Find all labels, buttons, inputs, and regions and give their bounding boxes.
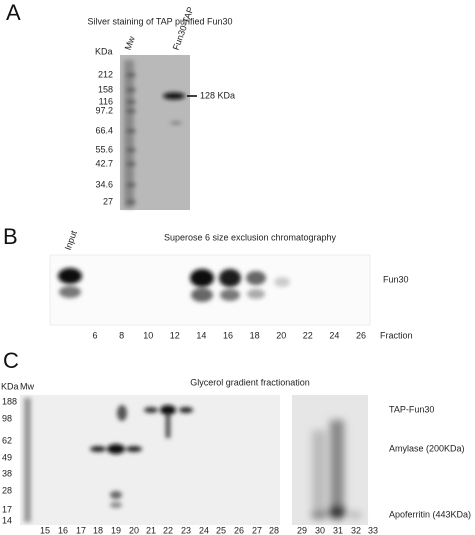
- unit-label: KDa: [1, 381, 19, 391]
- fraction-label: 31: [333, 525, 343, 535]
- fraction-label: 24: [329, 330, 339, 340]
- panel-label: A: [6, 0, 21, 25]
- lane-label: Mw: [20, 381, 34, 391]
- fraction-label: 23: [181, 525, 191, 535]
- fraction-label: 25: [216, 525, 226, 535]
- fraction-label: 27: [252, 525, 262, 535]
- gel-b-bands: [58, 268, 290, 302]
- lane-label: Input: [63, 229, 79, 252]
- fraction-label: 16: [223, 330, 233, 340]
- marker-label: 116: [99, 96, 113, 106]
- fraction-label: 17: [76, 525, 86, 535]
- fraction-label: 6: [92, 330, 97, 340]
- gel-c1: [20, 395, 280, 525]
- marker-label: 97.2: [95, 105, 113, 115]
- fraction-label: 18: [250, 330, 260, 340]
- marker-label: 98: [2, 413, 12, 423]
- marker-label: 28: [2, 485, 12, 495]
- fraction-label: 22: [163, 525, 173, 535]
- lane-label: Mw: [123, 34, 137, 51]
- panel-title: Glycerol gradient fractionation: [190, 377, 310, 387]
- band-label: Amylase (200KDa): [389, 443, 465, 453]
- gel-a-bands: [124, 60, 185, 208]
- fraction-label: 29: [297, 525, 307, 535]
- fraction-label: 10: [143, 330, 153, 340]
- band-label: TAP-Fun30: [389, 404, 434, 414]
- fraction-label: 21: [146, 525, 156, 535]
- fraction-label: 30: [315, 525, 325, 535]
- band-label: Apoferritin (443KDa): [389, 509, 471, 519]
- fraction-label: 12: [170, 330, 180, 340]
- panel-label: B: [3, 224, 18, 249]
- marker-label: 17: [2, 504, 12, 514]
- fraction-label: 32: [351, 525, 361, 535]
- fraction-label: 16: [58, 525, 68, 535]
- marker-label: 14: [2, 515, 12, 525]
- fraction-label: 20: [129, 525, 139, 535]
- marker-label: 34.6: [95, 179, 113, 189]
- lane-label: Fun30-TAP: [171, 5, 196, 51]
- marker-label: 55.6: [95, 144, 113, 154]
- axis-label: Fraction: [380, 330, 413, 340]
- fraction-label: 20: [276, 330, 286, 340]
- fraction-label: 22: [303, 330, 313, 340]
- unit-label: KDa: [95, 46, 113, 56]
- marker-label: 158: [98, 84, 113, 94]
- fraction-label: 8: [119, 330, 124, 340]
- marker-label: 49: [2, 452, 12, 462]
- band-label: Fun30: [383, 274, 409, 284]
- marker-label: 38: [2, 468, 12, 478]
- marker-label: 42.7: [95, 158, 113, 168]
- marker-label: 62: [2, 435, 12, 445]
- fraction-label: 33: [368, 525, 378, 535]
- fraction-label: 15: [40, 525, 50, 535]
- annotation: 128 KDa: [200, 90, 235, 100]
- marker-label: 212: [98, 69, 113, 79]
- panel-title: Superose 6 size exclusion chromatography: [164, 232, 337, 242]
- gel-b: [49, 254, 371, 326]
- gel-c2-bands: [311, 420, 362, 519]
- fraction-label: 28: [269, 525, 279, 535]
- gel-c-bands: [24, 398, 193, 522]
- panel-title: Silver staining of TAP purified Fun30: [87, 16, 232, 26]
- marker-label: 66.4: [95, 125, 113, 135]
- fraction-label: 14: [196, 330, 206, 340]
- panel-label: C: [3, 348, 19, 373]
- fraction-label: 24: [199, 525, 209, 535]
- fraction-label: 26: [356, 330, 366, 340]
- marker-label: 188: [2, 396, 17, 406]
- fraction-label: 26: [234, 525, 244, 535]
- fraction-label: 19: [111, 525, 121, 535]
- marker-label: 27: [103, 196, 113, 206]
- fraction-label: 18: [93, 525, 103, 535]
